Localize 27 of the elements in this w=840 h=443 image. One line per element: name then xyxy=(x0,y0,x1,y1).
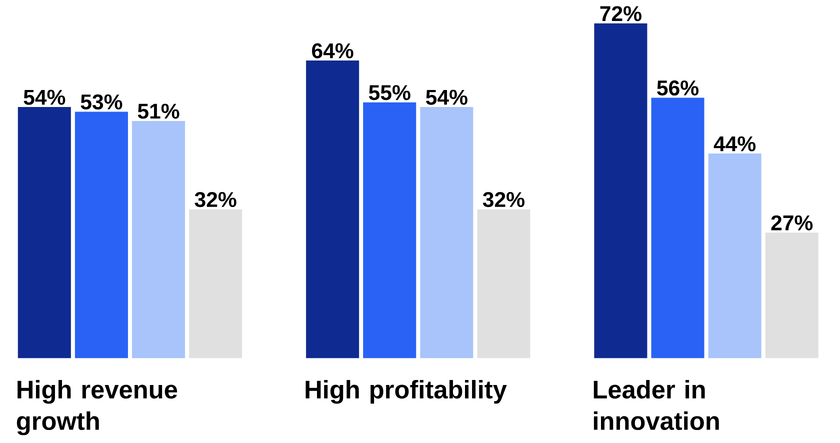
bar xyxy=(74,112,128,358)
bar xyxy=(363,102,416,358)
data-label: 56% xyxy=(657,80,698,96)
bar xyxy=(420,107,474,358)
data-label: 51% xyxy=(138,104,180,119)
data-label: 27% xyxy=(771,216,813,231)
bar xyxy=(594,24,648,358)
data-label: 64% xyxy=(312,43,354,59)
x-tick-label: High revenue growth xyxy=(16,380,178,436)
bar xyxy=(651,98,704,358)
data-label: 54% xyxy=(426,90,468,106)
data-label: 32% xyxy=(482,192,524,208)
data-label: 54% xyxy=(24,90,66,106)
bar xyxy=(18,107,71,358)
bar xyxy=(132,121,186,358)
data-label: 32% xyxy=(194,192,236,208)
data-label: 72% xyxy=(600,6,642,22)
bar xyxy=(306,60,360,358)
bar xyxy=(765,232,818,358)
bar xyxy=(708,154,762,358)
x-tick-label: Leader in innovation xyxy=(594,380,719,430)
data-label: 55% xyxy=(368,85,410,100)
x-tick-label: High profitability xyxy=(306,380,507,404)
bar xyxy=(477,210,530,358)
bar xyxy=(189,210,242,358)
data-label: 44% xyxy=(714,136,756,152)
data-label: 53% xyxy=(80,94,122,110)
